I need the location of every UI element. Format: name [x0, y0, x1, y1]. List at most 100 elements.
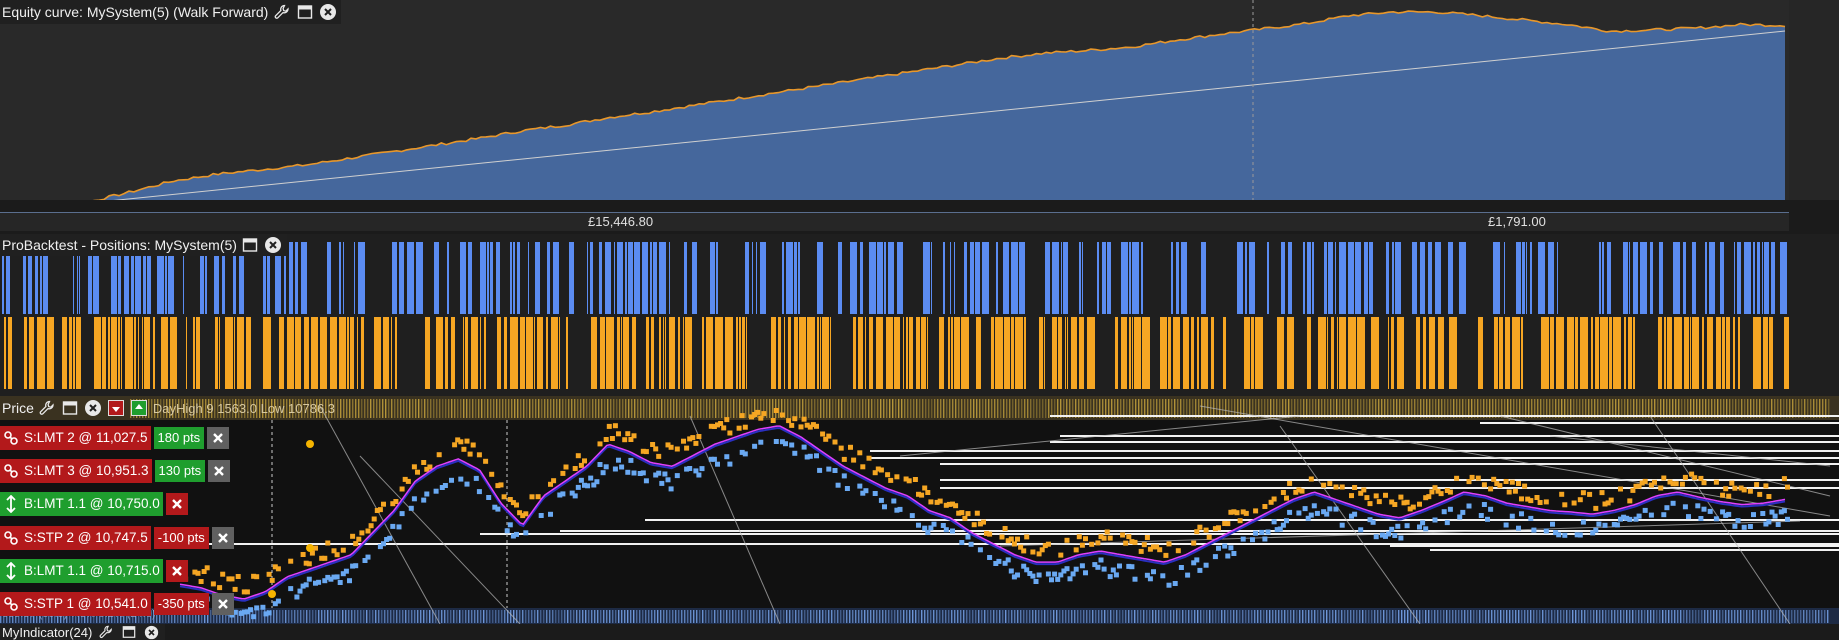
short-bar — [954, 317, 960, 389]
close-icon[interactable] — [84, 399, 103, 418]
short-bar — [526, 317, 533, 389]
long-bar — [716, 242, 718, 314]
long-bar — [275, 242, 281, 314]
long-bar — [782, 242, 784, 314]
close-icon[interactable] — [318, 3, 337, 22]
maximize-icon[interactable] — [119, 625, 138, 639]
short-bar — [1512, 317, 1520, 389]
short-bar — [788, 317, 791, 389]
moving-average-line — [179, 425, 1786, 600]
sell-order-icon[interactable] — [0, 459, 22, 483]
long-bar — [480, 242, 486, 314]
sell-order-icon[interactable] — [0, 592, 22, 616]
long-bar — [77, 242, 78, 314]
short-bar — [566, 317, 568, 389]
order-text[interactable]: S:LMT 3 @ 10,951.3 — [22, 459, 152, 483]
short-bar — [916, 317, 920, 389]
short-bar — [546, 317, 548, 389]
cancel-order-icon[interactable] — [207, 427, 230, 449]
long-bar — [73, 242, 74, 314]
cancel-order-icon[interactable] — [165, 560, 188, 582]
long-bar — [1623, 242, 1628, 314]
close-icon[interactable] — [264, 236, 283, 255]
maximize-icon[interactable] — [241, 236, 260, 255]
short-bar — [1327, 317, 1328, 389]
long-bar — [1288, 242, 1292, 314]
long-bar — [1369, 242, 1373, 314]
cancel-order-icon[interactable] — [211, 527, 234, 549]
long-bar — [569, 242, 574, 314]
short-bar — [830, 317, 831, 389]
short-bar — [702, 317, 704, 389]
short-bar — [279, 317, 284, 389]
wrench-icon[interactable] — [96, 625, 115, 639]
wrench-icon[interactable] — [38, 399, 57, 418]
long-bar — [535, 242, 540, 314]
short-bar — [715, 317, 723, 389]
order-text[interactable]: S:STP 2 @ 10,747.5 — [22, 526, 151, 550]
cancel-order-icon[interactable] — [211, 593, 234, 615]
indicator-panel: MyIndicator(24) — [0, 624, 1839, 640]
short-bar — [858, 317, 863, 389]
long-bar — [1237, 242, 1243, 314]
cancel-order-icon[interactable] — [208, 460, 231, 482]
buy-order-icon[interactable] — [130, 399, 149, 418]
long-bar — [1176, 242, 1179, 314]
long-bar — [1328, 242, 1333, 314]
wrench-icon[interactable] — [272, 3, 291, 22]
short-bar — [725, 317, 733, 389]
short-bar — [445, 317, 448, 389]
long-bar — [1764, 242, 1769, 314]
short-bar — [1674, 317, 1682, 389]
long-bar — [354, 242, 355, 314]
order-label[interactable]: B:LMT 1.1 @ 10,715.0 — [0, 559, 188, 583]
order-label[interactable]: S:STP 1 @ 10,541.0 -350 pts — [0, 592, 234, 616]
short-bar — [330, 317, 337, 389]
order-text[interactable]: S:STP 1 @ 10,541.0 — [22, 592, 151, 616]
sell-order-icon[interactable] — [107, 399, 126, 418]
order-text[interactable]: S:LMT 2 @ 11,027.5 — [22, 426, 151, 450]
long-position-bars — [2, 242, 1787, 314]
short-bar — [1494, 317, 1498, 389]
short-bar — [425, 317, 430, 389]
order-label[interactable]: B:LMT 1.1 @ 10,750.0 — [0, 492, 188, 516]
short-bar — [646, 317, 649, 389]
close-icon[interactable] — [142, 625, 161, 639]
maximize-icon[interactable] — [295, 3, 314, 22]
short-bar — [1318, 317, 1326, 389]
order-label[interactable]: S:LMT 3 @ 10,951.3 130 pts — [0, 459, 231, 483]
indicator-title: MyIndicator(24) — [2, 624, 93, 640]
long-bar — [614, 242, 615, 314]
short-bar — [669, 317, 675, 389]
maximize-icon[interactable] — [61, 399, 80, 418]
short-bar — [876, 317, 883, 389]
sell-order-icon[interactable] — [0, 526, 22, 550]
long-bar — [1281, 242, 1285, 314]
long-bar — [931, 242, 932, 314]
order-label[interactable]: S:LMT 2 @ 11,027.5 180 pts — [0, 426, 230, 450]
long-bar — [1516, 242, 1521, 314]
short-bar — [1556, 317, 1564, 389]
bottom-strip-ticks — [0, 610, 1829, 623]
long-bar — [1548, 242, 1554, 314]
cancel-order-icon[interactable] — [165, 493, 188, 515]
order-text[interactable]: B:LMT 1.1 @ 10,750.0 — [22, 492, 163, 516]
long-bar — [284, 242, 286, 314]
long-bar — [745, 242, 749, 314]
long-bar — [650, 242, 652, 314]
short-bar — [24, 317, 27, 389]
short-bar — [1707, 317, 1713, 389]
order-points: -350 pts — [153, 593, 209, 615]
short-bar — [1331, 317, 1334, 389]
short-bar — [659, 317, 661, 389]
short-bar — [869, 317, 873, 389]
sell-order-icon[interactable] — [0, 426, 22, 450]
buy-order-arrows-icon[interactable] — [0, 492, 22, 516]
order-label[interactable]: S:STP 2 @ 10,747.5 -100 pts — [0, 526, 234, 550]
order-text[interactable]: B:LMT 1.1 @ 10,715.0 — [22, 559, 163, 583]
buy-order-arrows-icon[interactable] — [0, 559, 22, 583]
short-bar — [436, 317, 443, 389]
short-bar — [778, 317, 781, 389]
positions-panel: ProBacktest - Positions: MySystem(5) — [0, 234, 1839, 396]
short-bar — [1058, 317, 1062, 389]
